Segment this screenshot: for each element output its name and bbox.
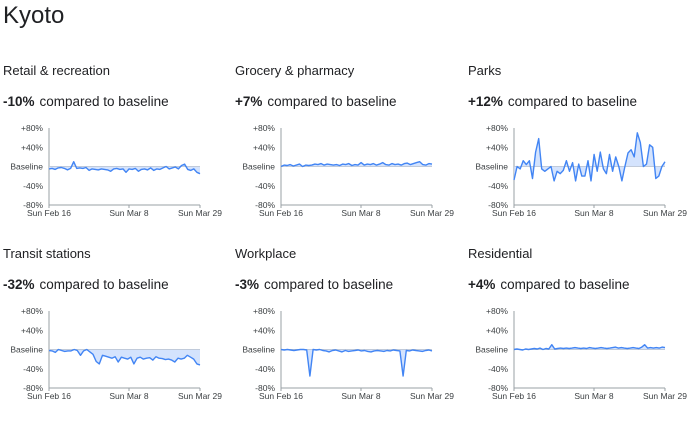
series-line xyxy=(280,161,433,168)
retail-recreation-chart: +80% +40% Baseline -40% -80%Sun Feb 16 Sun Ma… xyxy=(10,123,222,218)
workplace-chart: +80% +40% Baseline -40% -80%Sun Feb 16 Sun Ma… xyxy=(242,306,454,401)
parks-chart: +80% +40% Baseline -40% -80%Sun Feb 16 Sun Ma… xyxy=(475,123,687,218)
series-area xyxy=(49,161,200,174)
y-tick-label: +80% xyxy=(253,306,275,316)
y-tick-label: +40% xyxy=(21,142,43,152)
x-tick-label: Sun Mar 29 xyxy=(643,391,687,401)
y-tick-label: -40% xyxy=(488,181,508,191)
percent-change: -32% xyxy=(3,277,35,292)
y-tick-label: -40% xyxy=(255,364,275,374)
x-tick-label: Sun Mar 29 xyxy=(643,208,687,218)
transit-stations-chart: +80% +40% Baseline -40% -80%Sun Feb 16 Sun Ma… xyxy=(10,306,222,401)
x-tick-label: Sun Feb 16 xyxy=(259,208,303,218)
x-tick-label: Sun Mar 29 xyxy=(410,391,454,401)
y-tick-label: +80% xyxy=(486,306,508,316)
panel-category: Retail & recreation xyxy=(3,63,110,78)
x-tick-label: Sun Mar 29 xyxy=(410,208,454,218)
panel-stat: +4% compared to baseline xyxy=(468,276,630,294)
y-tick-label: Baseline xyxy=(242,345,275,355)
y-tick-label: -40% xyxy=(23,364,43,374)
y-tick-label: +80% xyxy=(253,123,275,133)
y-tick-label: +40% xyxy=(486,325,508,335)
panel-stat: +7% compared to baseline xyxy=(235,93,397,111)
panel-stat: -3% compared to baseline xyxy=(235,276,393,294)
series-line xyxy=(280,348,433,377)
compared-label: compared to baseline xyxy=(39,94,169,109)
y-tick-label: -80% xyxy=(23,383,43,393)
panel-category: Parks xyxy=(468,63,502,78)
y-tick-label: Baseline xyxy=(10,345,43,355)
series-area xyxy=(281,349,432,376)
compared-label: compared to baseline xyxy=(39,277,169,292)
y-tick-label: -80% xyxy=(488,200,508,210)
series-area xyxy=(49,349,200,365)
series-line xyxy=(513,344,666,351)
panel-category: Transit stations xyxy=(3,246,91,261)
panel-parks: Parks +12% compared to baseline +80% +40% B… xyxy=(468,63,696,238)
panel-stat: -10% compared to baseline xyxy=(3,93,169,111)
y-tick-label: -80% xyxy=(255,200,275,210)
y-tick-label: Baseline xyxy=(242,162,275,172)
x-tick-label: Sun Feb 16 xyxy=(27,391,71,401)
y-tick-label: -40% xyxy=(255,181,275,191)
series-line xyxy=(48,348,201,366)
x-tick-label: Sun Mar 8 xyxy=(574,208,613,218)
page-title: Kyoto xyxy=(3,2,65,29)
x-tick-label: Sun Feb 16 xyxy=(492,391,536,401)
percent-change: +4% xyxy=(468,277,496,292)
y-tick-label: Baseline xyxy=(10,162,43,172)
x-tick-label: Sun Mar 8 xyxy=(341,208,380,218)
percent-change: +7% xyxy=(235,94,263,109)
panel-stat: -32% compared to baseline xyxy=(3,276,169,294)
y-tick-label: +40% xyxy=(253,142,275,152)
panel-residential: Residential +4% compared to baseline +80%… xyxy=(468,246,696,421)
x-tick-label: Sun Mar 8 xyxy=(574,391,613,401)
compared-label: compared to baseline xyxy=(507,94,637,109)
panel-category: Workplace xyxy=(235,246,297,261)
y-tick-label: +40% xyxy=(486,142,508,152)
series-area xyxy=(281,161,432,167)
x-tick-label: Sun Feb 16 xyxy=(27,208,71,218)
series-line xyxy=(513,132,666,182)
percent-change: -10% xyxy=(3,94,35,109)
y-tick-label: -40% xyxy=(488,364,508,374)
panel-workplace: Workplace -3% compared to baseline +80% +4… xyxy=(235,246,463,421)
y-tick-label: Baseline xyxy=(475,345,508,355)
residential-chart: +80% +40% Baseline -40% -80%Sun Feb 16 Sun Ma… xyxy=(475,306,687,401)
panel-category: Grocery & pharmacy xyxy=(235,63,355,78)
percent-change: -3% xyxy=(235,277,260,292)
y-tick-label: -40% xyxy=(23,181,43,191)
y-tick-label: +80% xyxy=(21,306,43,316)
panel-stat: +12% compared to baseline xyxy=(468,93,637,111)
y-tick-label: -80% xyxy=(255,383,275,393)
y-tick-label: +80% xyxy=(21,123,43,133)
panel-transit-stations: Transit stations -32% compared to baselin… xyxy=(3,246,231,421)
compared-label: compared to baseline xyxy=(264,277,394,292)
y-tick-label: +40% xyxy=(21,325,43,335)
y-tick-label: -80% xyxy=(23,200,43,210)
x-tick-label: Sun Mar 8 xyxy=(109,208,148,218)
panel-retail-recreation: Retail & recreation -10% compared to base… xyxy=(3,63,231,238)
panel-grocery-pharmacy: Grocery & pharmacy +7% compared to baseli… xyxy=(235,63,463,238)
x-tick-label: Sun Mar 8 xyxy=(109,391,148,401)
grocery-pharmacy-chart: +80% +40% Baseline -40% -80%Sun Feb 16 Sun Ma… xyxy=(242,123,454,218)
panel-category: Residential xyxy=(468,246,533,261)
y-tick-label: +40% xyxy=(253,325,275,335)
compared-label: compared to baseline xyxy=(500,277,630,292)
percent-change: +12% xyxy=(468,94,503,109)
series-line xyxy=(48,161,201,175)
y-tick-label: Baseline xyxy=(475,162,508,172)
x-tick-label: Sun Mar 29 xyxy=(178,208,222,218)
y-tick-label: +80% xyxy=(486,123,508,133)
x-tick-label: Sun Mar 8 xyxy=(341,391,380,401)
x-tick-label: Sun Feb 16 xyxy=(259,391,303,401)
y-tick-label: -80% xyxy=(488,383,508,393)
compared-label: compared to baseline xyxy=(267,94,397,109)
x-tick-label: Sun Feb 16 xyxy=(492,208,536,218)
x-tick-label: Sun Mar 29 xyxy=(178,391,222,401)
